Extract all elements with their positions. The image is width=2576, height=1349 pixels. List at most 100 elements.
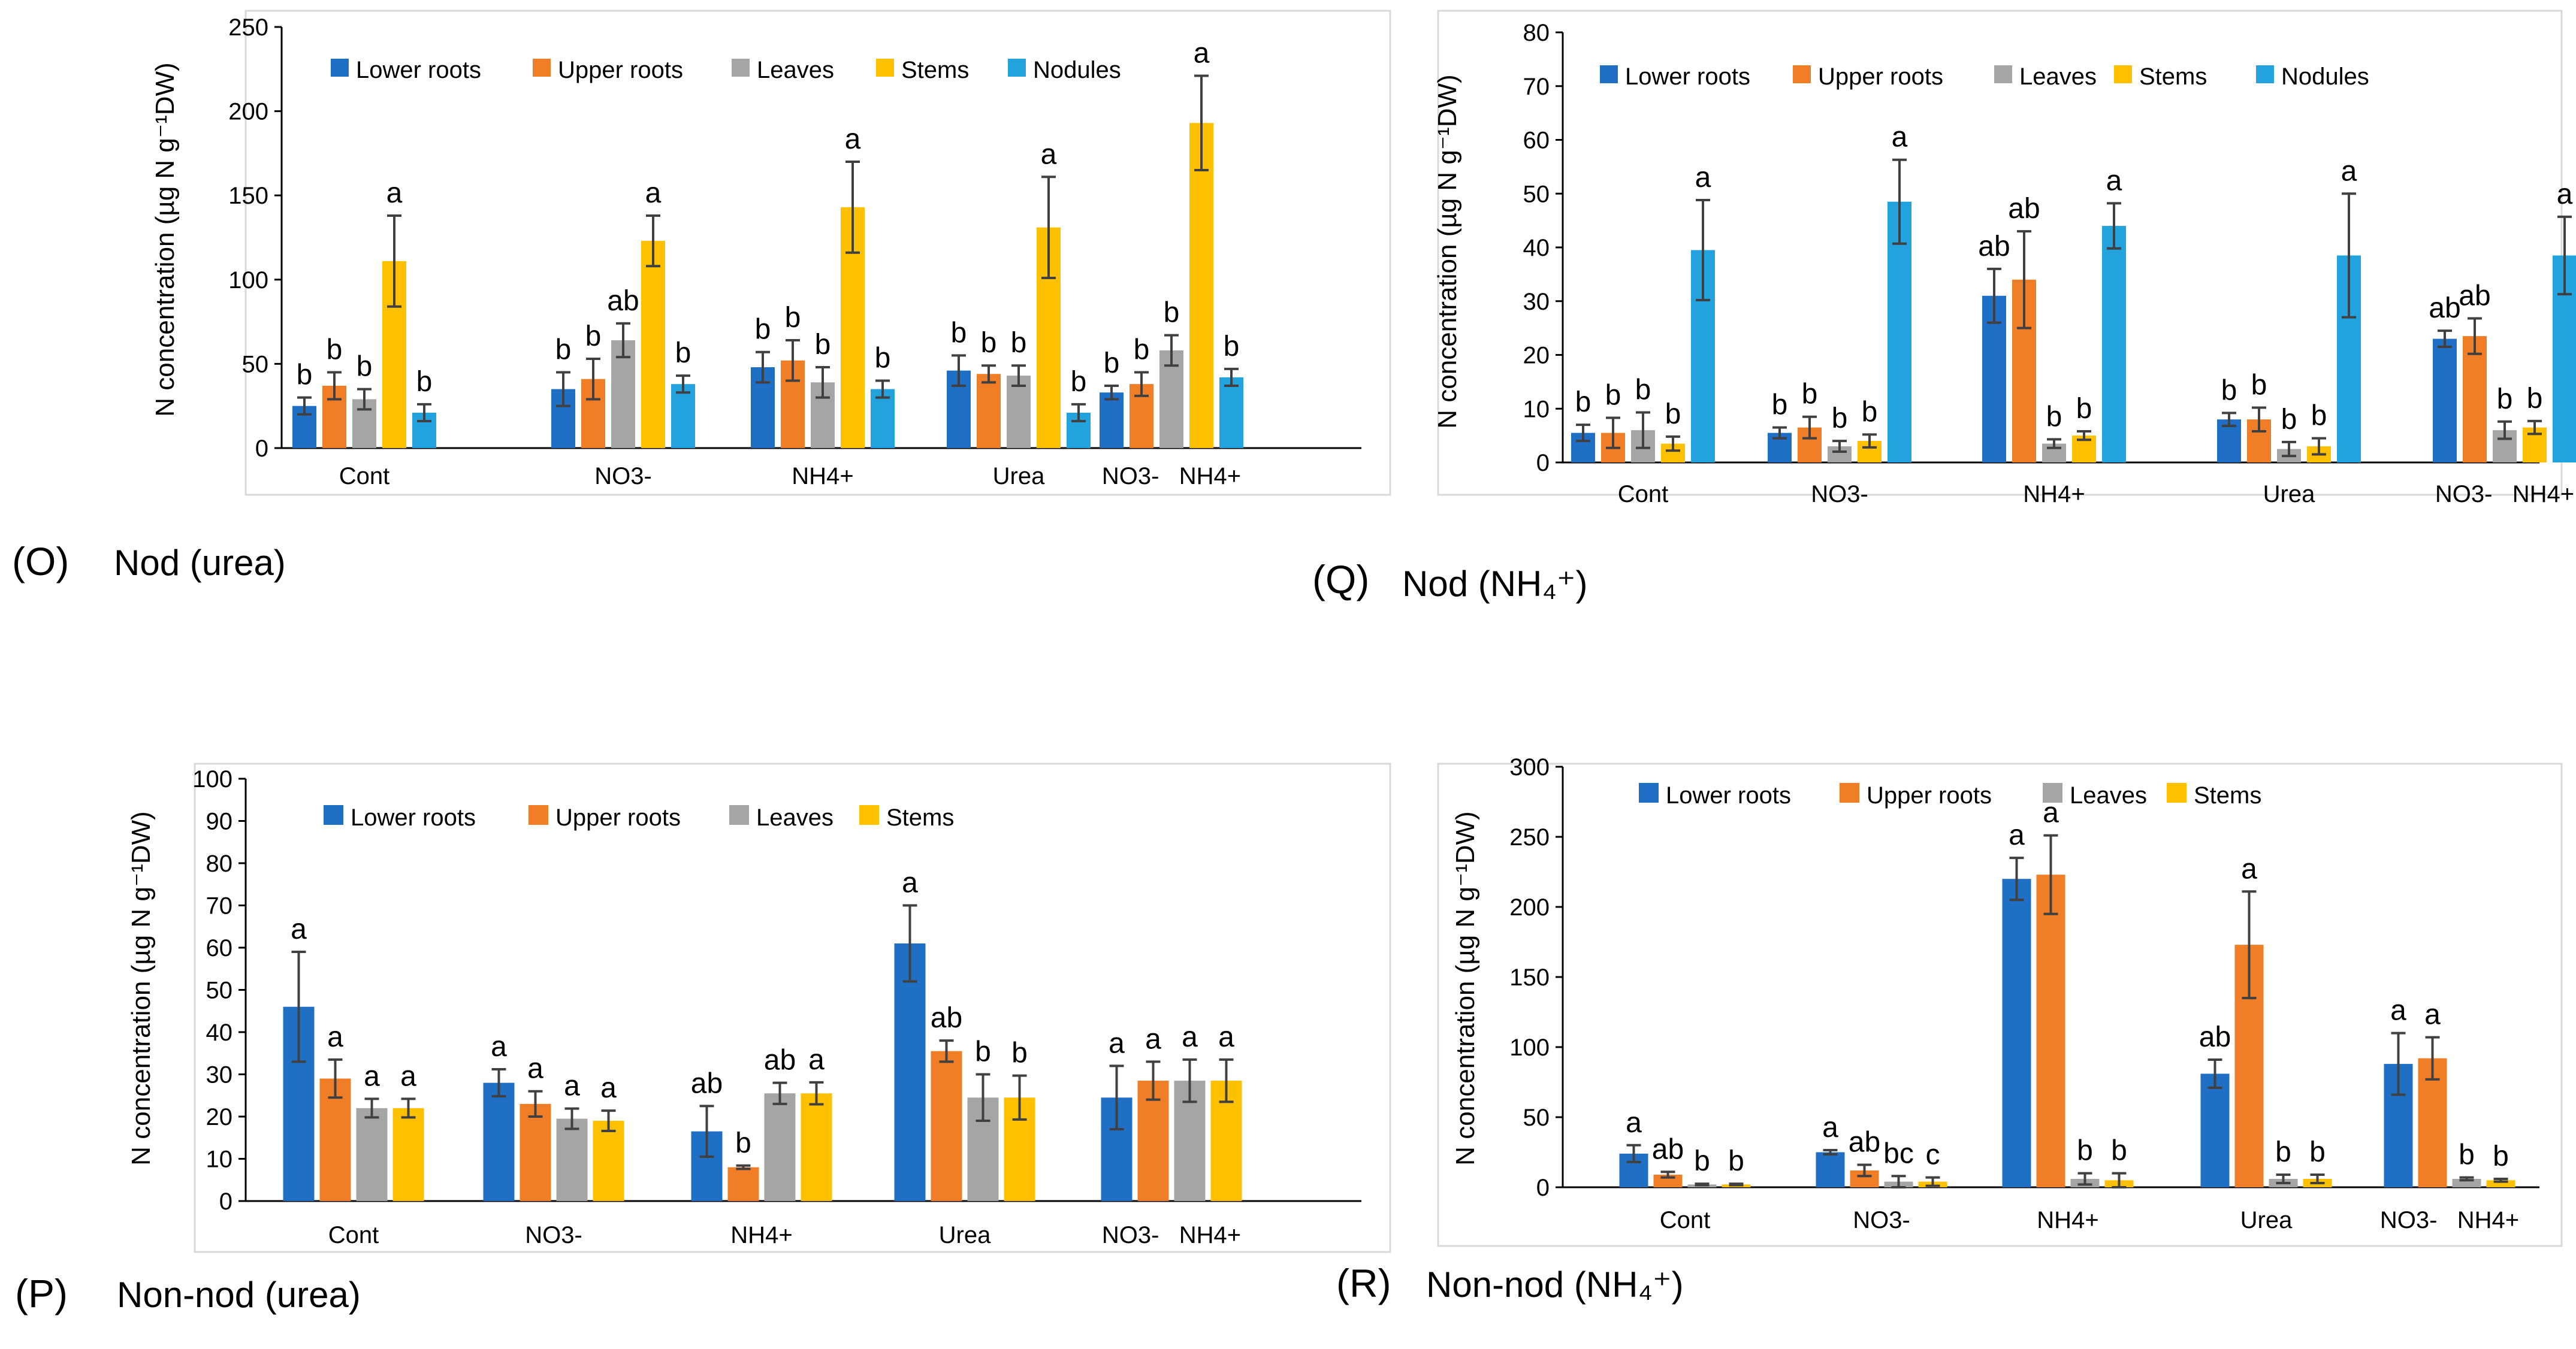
significance-letter: b: [416, 366, 433, 398]
bar: [2036, 875, 2065, 1187]
bar: [1007, 376, 1031, 448]
y-tick-label: 30: [206, 1062, 233, 1088]
y-tick-label: 80: [206, 851, 233, 877]
significance-letter: a: [1109, 1027, 1125, 1059]
panel-title: Non-nod (NH₄⁺): [1426, 1265, 1684, 1305]
legend-label: Nodules: [2281, 63, 2369, 90]
significance-letter: ab: [2459, 280, 2490, 311]
bar: [392, 1108, 424, 1201]
legend-swatch: [859, 805, 879, 825]
y-tick-label: 40: [206, 1020, 233, 1046]
legend-label: Upper roots: [1867, 782, 1992, 809]
significance-letter: b: [1772, 389, 1788, 421]
y-tick-label: 150: [1509, 964, 1550, 991]
legend-label: Stems: [2139, 63, 2207, 90]
bar: [727, 1167, 759, 1201]
y-tick-label: 90: [206, 809, 233, 835]
legend-label: Lower roots: [1666, 782, 1791, 809]
category-label: NH4+: [2037, 1207, 2098, 1233]
panel-letter: (P): [15, 1271, 68, 1315]
category-label: NH4+: [730, 1222, 792, 1248]
significance-letter: ab: [1652, 1133, 1684, 1165]
legend-label: Leaves: [2070, 782, 2147, 809]
category-label: Cont: [1618, 481, 1669, 507]
y-axis-label: N concentration (µg N g⁻¹DW): [1433, 74, 1462, 428]
legend-swatch: [729, 805, 749, 825]
significance-letter: b: [2111, 1135, 2127, 1167]
chart-panel-Q: 0 10 20 30 40 50 60 70 80 N concentration (µg N g…: [1312, 10, 2576, 604]
significance-letter: b: [2251, 369, 2267, 401]
bar: [1219, 377, 1243, 448]
significance-letter: b: [875, 343, 891, 374]
significance-letter: a: [600, 1072, 617, 1104]
legend-swatch: [1639, 783, 1659, 803]
significance-letter: a: [1822, 1112, 1838, 1144]
y-tick-label: 150: [228, 183, 268, 209]
significance-letter: b: [2527, 383, 2543, 415]
bar: [2200, 1073, 2230, 1187]
y-tick-label: 200: [228, 99, 268, 125]
significance-letter: a: [2043, 797, 2059, 829]
significance-letter: b: [1665, 398, 1681, 430]
category-label: NH4+: [792, 463, 853, 489]
significance-letter: b: [2046, 401, 2062, 432]
category-label: NO3-: [1811, 481, 1868, 507]
bar: [556, 1118, 588, 1201]
bar: [764, 1093, 796, 1201]
significance-letter: a: [645, 177, 662, 209]
significance-letter: ab: [764, 1045, 796, 1076]
significance-letter: ab: [931, 1002, 962, 1034]
y-tick-label: 50: [1523, 1105, 1550, 1131]
y-tick-label: 20: [206, 1104, 233, 1130]
legend-swatch: [732, 59, 750, 77]
y-tick-label: 0: [1536, 450, 1550, 476]
legend-swatch: [324, 805, 343, 825]
significance-letter: b: [951, 317, 967, 349]
legend-swatch: [533, 59, 551, 77]
bar: [2102, 226, 2126, 462]
significance-letter: b: [1635, 374, 1651, 406]
y-tick-label: 250: [228, 14, 268, 41]
category-label: Urea: [2263, 481, 2315, 507]
significance-letter: a: [1145, 1023, 1161, 1055]
significance-letter: b: [2077, 1135, 2093, 1167]
y-tick-label: 100: [192, 766, 232, 793]
bar: [671, 384, 695, 448]
y-axis-label: N concentration (µg N g⁻¹DW): [1451, 811, 1480, 1165]
y-tick-label: 100: [1509, 1035, 1550, 1061]
y-tick-label: 50: [206, 978, 233, 1004]
chart-panel-R: 0 50 100 150 200 250 300 N concentration (µg N …: [1336, 754, 2563, 1305]
y-tick-label: 50: [242, 351, 269, 377]
chart-frame: [1437, 10, 2563, 496]
category-label: Urea: [2240, 1207, 2293, 1233]
category-label: Cont: [1660, 1207, 1711, 1233]
y-tick-label: 40: [1523, 235, 1550, 261]
significance-letter: a: [364, 1060, 380, 1092]
significance-letter: a: [1182, 1021, 1198, 1053]
legend-label: Stems: [886, 804, 954, 831]
significance-letter: b: [2309, 1136, 2326, 1168]
bar: [2463, 336, 2487, 462]
panel-title: Nod (NH₄⁺): [1402, 564, 1588, 604]
significance-letter: a: [845, 123, 861, 155]
significance-letter: b: [555, 334, 572, 365]
significance-letter: b: [327, 334, 343, 365]
significance-letter: b: [1728, 1145, 1744, 1177]
significance-letter: b: [1605, 380, 1621, 412]
category-label: NO3- NH4+: [1102, 1222, 1241, 1248]
legend-swatch: [2167, 783, 2187, 803]
bar: [977, 374, 1001, 448]
bar: [931, 1051, 962, 1201]
significance-letter: b: [1134, 334, 1150, 365]
y-tick-label: 0: [1536, 1175, 1550, 1201]
significance-letter: a: [527, 1053, 543, 1085]
significance-letter: b: [1224, 331, 1240, 362]
y-tick-label: 70: [1523, 74, 1550, 100]
legend-swatch: [529, 805, 548, 825]
legend-label: Upper roots: [555, 804, 681, 831]
significance-letter: b: [755, 314, 771, 346]
y-tick-label: 250: [1509, 824, 1550, 851]
y-tick-label: 20: [1523, 343, 1550, 369]
significance-letter: b: [1011, 1038, 1028, 1069]
